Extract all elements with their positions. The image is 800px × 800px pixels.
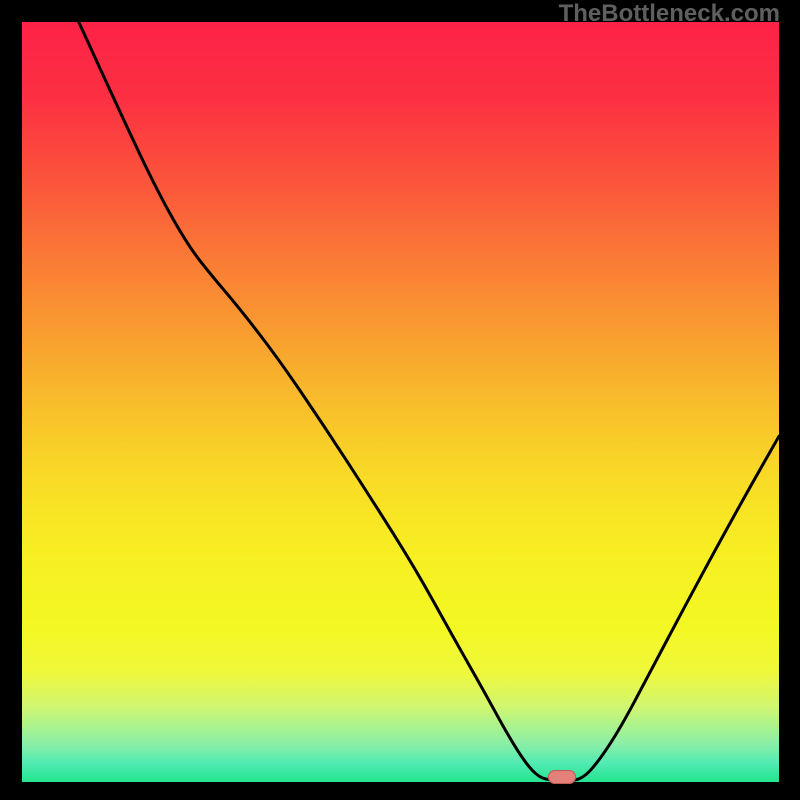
optimal-point-marker [548,770,576,784]
bottleneck-curve [22,22,779,782]
bottleneck-chart: TheBottleneck.com [0,0,800,800]
chart-plot-area [22,22,779,782]
watermark-text: TheBottleneck.com [559,0,780,28]
